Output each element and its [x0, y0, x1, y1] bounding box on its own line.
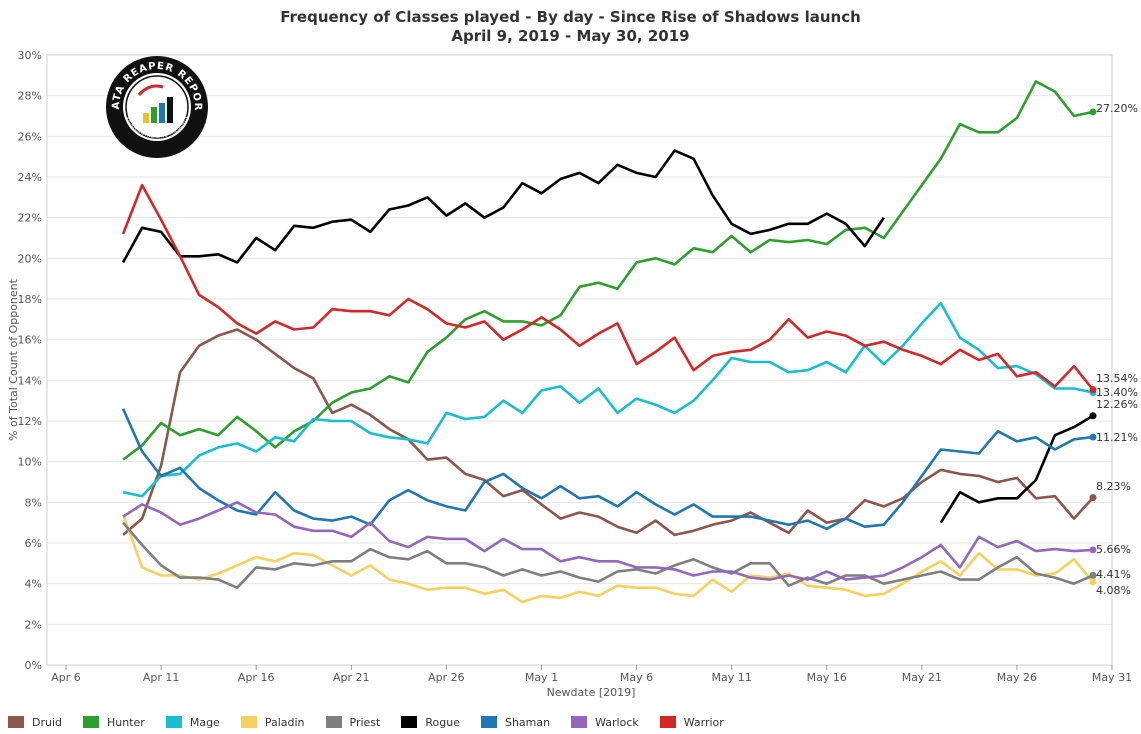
series-line-warrior: [121, 183, 1095, 391]
legend-label: Mage: [189, 715, 220, 729]
logo-bar-yellow: [143, 113, 149, 123]
y-tick-label: 26%: [18, 130, 42, 143]
y-tick-label: 0%: [25, 659, 42, 672]
x-tick-label: Apr 21: [333, 671, 370, 684]
end-marker-priest: [1089, 571, 1097, 579]
series-line-druid: [122, 328, 1094, 537]
end-label-rogue: 12.26%: [1096, 398, 1138, 411]
x-tick-label: May 31: [1092, 671, 1132, 684]
legend-item-mage[interactable]: Mage: [165, 715, 220, 729]
legend-item-warlock[interactable]: Warlock: [571, 716, 639, 729]
end-label-shaman: 11.21%: [1096, 431, 1138, 444]
x-tick-label: May 21: [902, 671, 942, 684]
legend-item-rogue[interactable]: Rogue: [401, 716, 460, 729]
y-tick-label: 4%: [25, 578, 42, 591]
end-marker-rogue: [1089, 412, 1097, 420]
x-tick-label: May 26: [997, 671, 1037, 684]
end-label-druid: 8.23%: [1096, 480, 1131, 493]
series-line-warlock: [122, 501, 1094, 581]
legend-swatch: [480, 716, 497, 728]
legend-item-warrior[interactable]: Warrior: [659, 715, 724, 729]
legend-item-shaman[interactable]: Shaman: [480, 715, 551, 729]
legend-item-hunter[interactable]: Hunter: [83, 716, 145, 729]
legend-swatch: [401, 716, 418, 728]
end-label-warlock: 5.66%: [1096, 543, 1131, 556]
legend-item-priest[interactable]: Priest: [325, 715, 381, 729]
end-marker-warrior: [1089, 386, 1097, 394]
x-tick-label: May 1: [525, 671, 558, 684]
legend-swatch: [325, 716, 342, 728]
end-labels: 8.23% 27.20% 13.40% 4.08% 4.41% 12.26% 11.21% 5…: [1096, 102, 1138, 597]
logo-scythe-icon: [137, 84, 164, 96]
y-tick-label: 20%: [18, 252, 42, 265]
legend-label: Druid: [32, 715, 63, 729]
end-marker-druid: [1089, 494, 1097, 502]
chart-title: Frequency of Classes played - By day - S…: [280, 8, 861, 26]
y-axis-title: % of Total Count of Opponent: [7, 278, 20, 441]
x-tick-label: Apr 6: [51, 671, 81, 684]
end-label-hunter: 27.20%: [1096, 102, 1138, 115]
legend-item-paladin[interactable]: Paladin: [240, 715, 305, 729]
chart-title-block: Frequency of Classes played - By day - S…: [0, 8, 1141, 46]
series-line-priest: [122, 521, 1094, 589]
y-tick-label: 16%: [18, 334, 42, 347]
end-marker-paladin: [1089, 578, 1097, 586]
logo-bar-blue: [159, 103, 165, 123]
end-label-warrior: 13.54%: [1096, 372, 1138, 385]
legend-swatch: [571, 716, 588, 728]
end-marker-warlock: [1089, 546, 1097, 554]
logo-bar-green: [151, 107, 157, 123]
x-tick-label: May 6: [620, 671, 653, 684]
legend-label: Warrior: [683, 715, 724, 729]
y-tick-label: 22%: [18, 212, 42, 225]
plot-frame: [46, 54, 1113, 666]
series-line-mage: [122, 301, 1094, 498]
series-line-rogue: [121, 149, 1094, 524]
chart-subtitle: April 9, 2019 - May 30, 2019: [451, 27, 690, 45]
legend-swatch: [240, 716, 257, 728]
series-line-paladin: [121, 514, 1094, 604]
legend-label: Warlock: [595, 715, 639, 729]
end-label-priest: 4.41%: [1096, 568, 1131, 581]
legend-swatch: [83, 716, 100, 728]
y-tick-label: 10%: [18, 456, 42, 469]
data-reaper-report-logo: DATA REAPER REPORT VICIOUS SYNDICATE PRE…: [105, 55, 208, 158]
x-tick-label: Apr 11: [143, 671, 180, 684]
legend-label: Rogue: [425, 715, 460, 729]
legend-item-druid[interactable]: Druid: [8, 716, 62, 729]
legend-label: Priest: [349, 715, 381, 729]
y-tick-label: 28%: [18, 90, 42, 103]
y-tick-label: 2%: [25, 618, 42, 631]
y-tick-label: 12%: [18, 415, 42, 428]
y-tick-label: 8%: [25, 496, 42, 509]
x-tick-label: Apr 26: [428, 671, 465, 684]
x-tick-label: Apr 16: [238, 671, 275, 684]
y-tick-label: 14%: [18, 374, 42, 387]
y-tick-label: 24%: [18, 171, 42, 184]
x-axis-title: Newdate [2019]: [547, 686, 636, 699]
end-marker-hunter: [1089, 108, 1097, 116]
end-label-paladin: 4.08%: [1096, 584, 1131, 597]
end-label-mage: 13.40%: [1096, 386, 1138, 399]
end-marker-shaman: [1089, 433, 1097, 441]
y-tick-label: 18%: [18, 293, 42, 306]
legend: Druid Hunter Mage Paladin Priest Rogue Shaman W…: [8, 712, 745, 732]
legend-swatch: [8, 716, 24, 728]
axes: 0% 2% 4% 6% 8% 10% 12% 14% 16% 18% 20% 22% 24% 26% 28%…: [18, 49, 1133, 684]
series-lines: [121, 80, 1097, 604]
legend-label: Shaman: [504, 715, 551, 729]
y-tick-label: 6%: [25, 537, 42, 550]
logo-inner-ring: [125, 75, 189, 139]
legend-swatch: [165, 716, 182, 728]
y-tick-label: 30%: [18, 49, 42, 62]
x-tick-label: May 16: [807, 671, 847, 684]
x-tick-label: May 11: [712, 671, 752, 684]
series-line-shaman: [121, 408, 1094, 531]
logo-bar-black: [167, 97, 173, 123]
legend-label: Hunter: [107, 715, 145, 729]
legend-swatch: [659, 716, 676, 728]
legend-label: Paladin: [264, 715, 305, 729]
